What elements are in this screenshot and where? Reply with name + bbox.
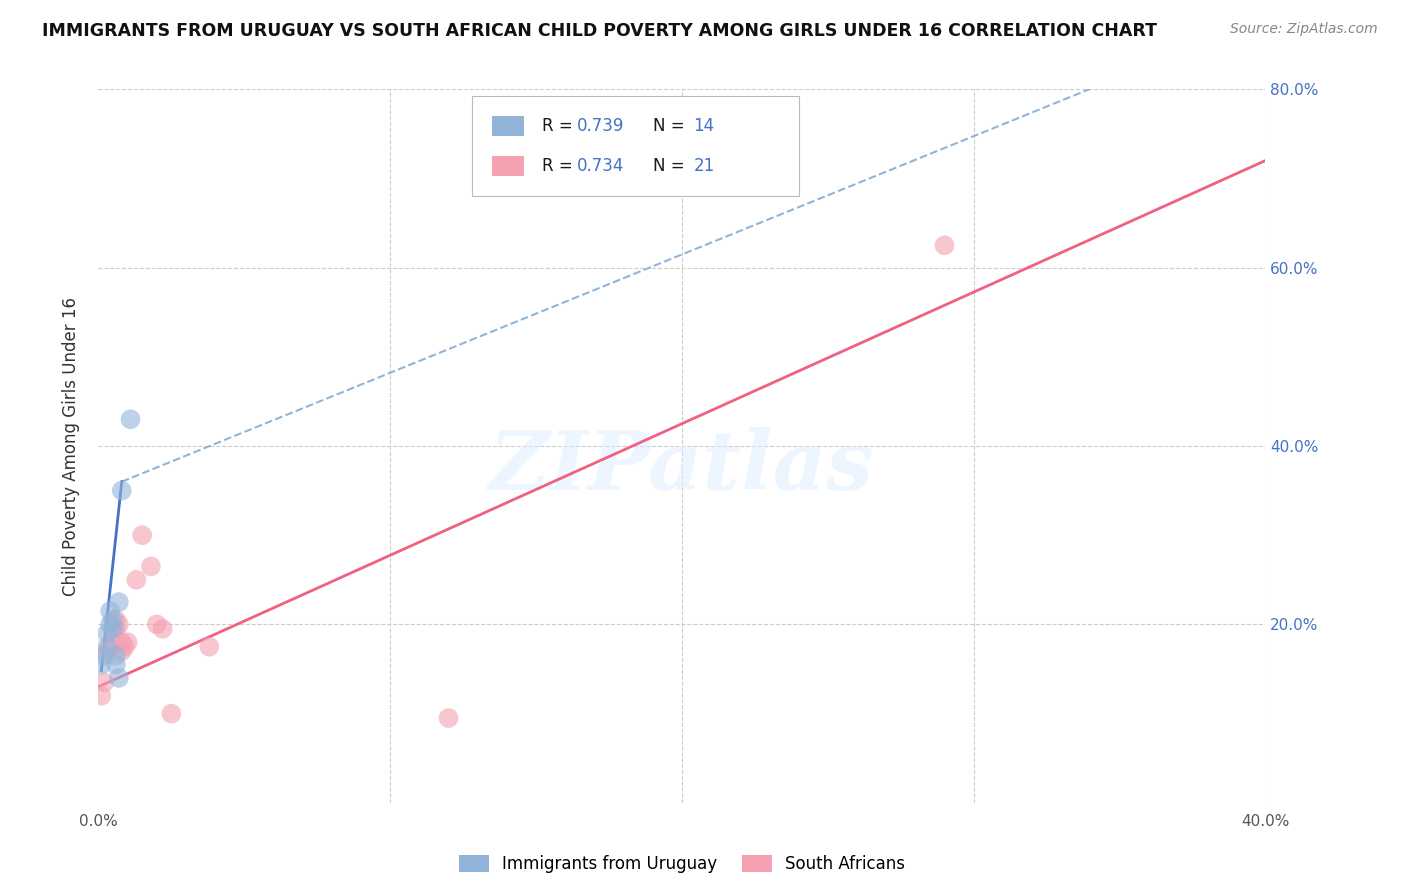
Text: ZIPatlas: ZIPatlas [489, 427, 875, 508]
Point [139, 559, 162, 574]
Text: 0.734: 0.734 [576, 157, 624, 175]
Point [437, 711, 460, 725]
Point [125, 573, 148, 587]
Text: N =: N = [652, 157, 689, 175]
FancyBboxPatch shape [492, 155, 524, 176]
Point [90, 657, 112, 672]
Point [96, 626, 118, 640]
Point [111, 644, 134, 658]
Point [198, 640, 221, 654]
Point [101, 626, 124, 640]
Point [111, 635, 134, 649]
Text: R =: R = [541, 157, 578, 175]
Point [146, 617, 169, 632]
Point [108, 617, 131, 632]
Point [98, 640, 121, 654]
FancyBboxPatch shape [492, 116, 524, 136]
Text: IMMIGRANTS FROM URUGUAY VS SOUTH AFRICAN CHILD POVERTY AMONG GIRLS UNDER 16 CORR: IMMIGRANTS FROM URUGUAY VS SOUTH AFRICAN… [42, 22, 1157, 40]
FancyBboxPatch shape [472, 96, 799, 196]
Y-axis label: Child Poverty Among Girls Under 16: Child Poverty Among Girls Under 16 [62, 296, 80, 596]
Text: N =: N = [652, 117, 689, 135]
Point [98, 617, 121, 632]
Point [104, 648, 127, 663]
Point [96, 640, 118, 654]
Point [104, 622, 127, 636]
Point [160, 706, 183, 721]
Point [93, 648, 115, 663]
Point [131, 528, 153, 542]
Point [101, 613, 124, 627]
Legend: Immigrants from Uruguay, South Africans: Immigrants from Uruguay, South Africans [451, 848, 912, 880]
Point [104, 613, 127, 627]
Point [152, 622, 174, 636]
Point [108, 595, 131, 609]
Text: 0.739: 0.739 [576, 117, 624, 135]
Point [104, 657, 127, 672]
Point [934, 238, 956, 252]
Point [90, 689, 112, 703]
Text: 14: 14 [693, 117, 714, 135]
Point [98, 604, 121, 618]
Point [120, 412, 142, 426]
Text: R =: R = [541, 117, 578, 135]
Text: 21: 21 [693, 157, 714, 175]
Text: Source: ZipAtlas.com: Source: ZipAtlas.com [1230, 22, 1378, 37]
Point [93, 675, 115, 690]
Point [114, 640, 136, 654]
Point [117, 635, 139, 649]
Point [108, 671, 131, 685]
Point [101, 622, 124, 636]
Point [111, 483, 134, 498]
Point [96, 644, 118, 658]
